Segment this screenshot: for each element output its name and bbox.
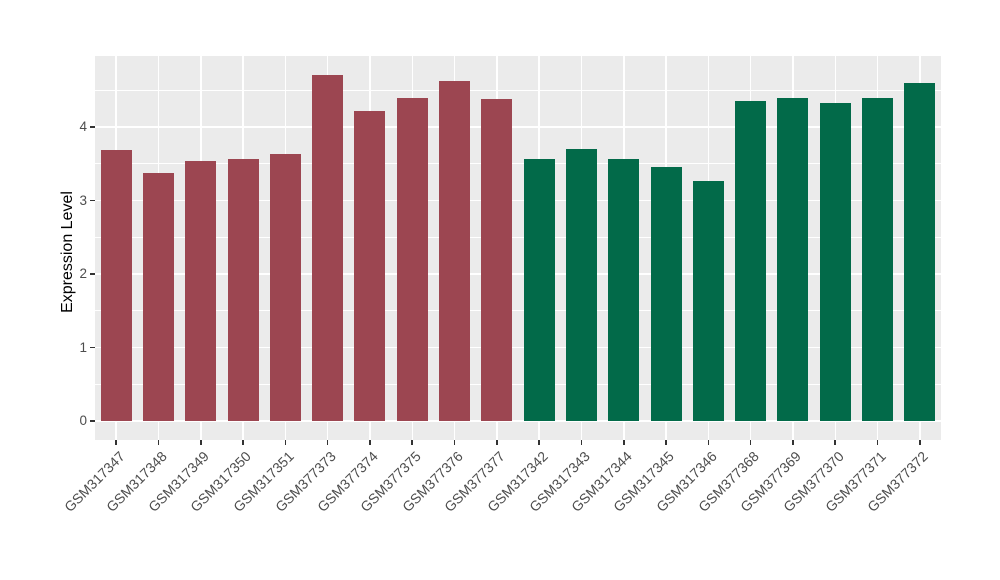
bar [396,98,428,421]
y-tick-label: 4 [79,119,87,134]
bar [777,97,809,421]
bar [692,181,724,421]
x-tick-mark [580,440,583,445]
y-tick-mark [90,273,95,275]
bar [354,110,386,421]
x-tick-mark [199,440,202,445]
x-tick-mark [622,440,625,445]
x-tick-mark [369,440,371,445]
gridline-major [95,420,941,422]
bar [735,101,767,421]
gridline-minor [95,89,941,91]
bar [142,173,174,421]
x-tick-mark [326,440,329,445]
gridline-major [95,126,941,128]
gridline-minor [95,236,941,238]
bar [862,98,894,421]
x-tick-mark [411,440,414,445]
gridline-minor [95,310,941,312]
gridline-minor [95,383,941,385]
bar [481,99,513,421]
x-tick-mark [538,440,540,445]
y-tick-label: 0 [79,413,87,428]
bar [608,159,640,421]
x-tick-mark [496,440,498,445]
bar [819,102,851,421]
y-tick-mark [90,420,95,422]
bar [523,158,555,421]
x-tick-mark [707,440,710,445]
x-tick-mark [665,440,667,445]
x-tick-mark [834,440,837,445]
gridline-major [95,346,941,349]
x-tick-mark [284,440,287,445]
bar [565,149,597,421]
x-tick-mark [749,440,752,445]
bar [185,160,217,421]
x-tick-mark [876,440,879,445]
bar [269,154,301,421]
gridline-major [95,199,941,202]
x-tick-mark [157,440,160,445]
x-tick-mark [242,440,244,445]
bar [904,82,936,421]
y-axis-title: Expression Level [59,191,76,313]
bar [439,80,471,421]
bar [650,166,682,421]
y-tick-mark [90,126,95,128]
y-tick-label: 3 [79,192,87,208]
plot-panel [95,56,941,440]
bar [227,159,259,421]
gridline-major [95,273,941,275]
x-tick-mark [792,440,794,445]
x-tick-mark [919,440,921,445]
bar [100,149,132,421]
y-tick-label: 1 [79,339,87,355]
y-tick-label: 2 [79,266,87,281]
x-tick-mark [453,440,456,445]
gridline-minor [95,163,941,165]
y-tick-mark [90,199,95,202]
bar [312,74,344,421]
y-tick-mark [90,346,95,349]
x-tick-mark [115,440,117,445]
